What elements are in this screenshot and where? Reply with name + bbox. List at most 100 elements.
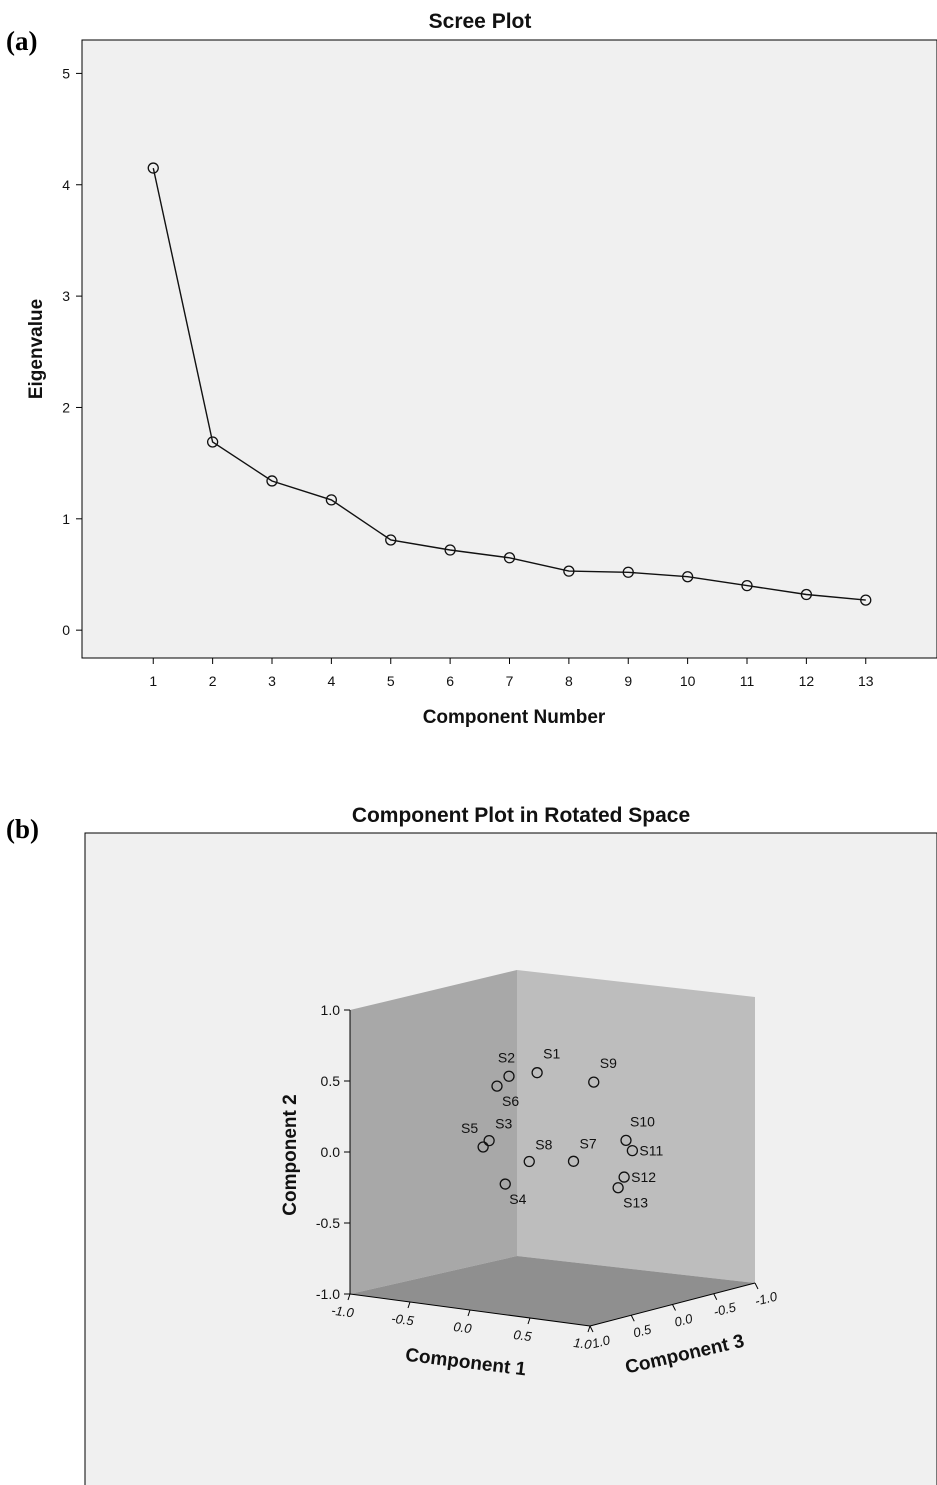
scree-point bbox=[266, 475, 278, 487]
component-1-tick bbox=[467, 1309, 471, 1317]
scree-x-tick-label: 6 bbox=[446, 673, 454, 689]
component-point bbox=[620, 1134, 632, 1146]
component-point-label: S6 bbox=[502, 1093, 519, 1109]
component-3-tick-label: 0.5 bbox=[632, 1321, 654, 1340]
component-point-label: S8 bbox=[535, 1137, 552, 1153]
component-point-label: S11 bbox=[639, 1143, 663, 1159]
scree-point bbox=[325, 494, 338, 506]
scree-y-tick-label: 1 bbox=[62, 511, 70, 527]
component-point bbox=[531, 1067, 543, 1079]
component-point bbox=[618, 1171, 630, 1183]
scree-x-axis-title: Component Number bbox=[423, 707, 606, 728]
scree-title: Scree Plot bbox=[429, 10, 532, 33]
component-1-tick-label: 0.0 bbox=[453, 1319, 474, 1336]
component-3-tick-label: 1.0 bbox=[590, 1332, 612, 1351]
component-1-tick bbox=[347, 1293, 351, 1301]
scree-x-tick-label: 9 bbox=[624, 673, 632, 689]
component-2-tick-label: -1.0 bbox=[316, 1286, 340, 1302]
component-1-tick-label: 1.0 bbox=[573, 1335, 594, 1352]
scree-y-tick-label: 3 bbox=[62, 288, 70, 304]
component-plot-title: Component Plot in Rotated Space bbox=[352, 804, 690, 827]
scree-y-tick-label: 4 bbox=[62, 177, 70, 193]
scree-point bbox=[681, 571, 694, 583]
scree-x-tick-label: 2 bbox=[209, 673, 217, 689]
scree-x-tick-label: 4 bbox=[327, 673, 335, 689]
component-2-axis: -1.0 -0.5 0.0 0.5 1.0 bbox=[316, 1002, 351, 1302]
component-3-tick bbox=[713, 1293, 718, 1300]
component-point-label: S1 bbox=[543, 1046, 560, 1062]
scree-x-tick-label: 7 bbox=[506, 673, 514, 689]
component-point-label: S13 bbox=[623, 1195, 648, 1211]
scree-point bbox=[800, 588, 813, 601]
component-2-tick-label: 0.5 bbox=[321, 1073, 341, 1089]
scree-point bbox=[741, 579, 753, 592]
scree-x-tick-label: 3 bbox=[268, 673, 276, 689]
component-point bbox=[503, 1070, 515, 1082]
scree-plot-area bbox=[81, 39, 937, 659]
scree-point bbox=[860, 594, 872, 606]
scree-y-axis: 0 1 2 3 4 5 bbox=[62, 65, 82, 638]
component-points: S1 S2 S3 S4 S5 S6 S7 S8 S9 S10 S11 S12 S13 bbox=[461, 1046, 663, 1211]
component-point bbox=[523, 1155, 535, 1168]
scree-point bbox=[206, 436, 219, 448]
scree-point bbox=[563, 565, 575, 577]
panel-label-b: (b) bbox=[6, 814, 39, 844]
component-1-tick-label: -1.0 bbox=[331, 1303, 356, 1321]
component-1-axis: -1.0 -0.5 0.0 0.5 1.0 bbox=[331, 1293, 594, 1352]
component-3-tick-label: -1.0 bbox=[753, 1288, 779, 1308]
cube-floor bbox=[350, 1256, 755, 1326]
component-2-tick-label: 0.0 bbox=[321, 1144, 341, 1160]
component-point bbox=[567, 1155, 580, 1167]
scree-x-tick-label: 8 bbox=[565, 673, 573, 689]
component-1-tick-label: 0.5 bbox=[513, 1327, 534, 1344]
component-2-tick-label: -0.5 bbox=[316, 1215, 340, 1231]
component-3-tick-label: -0.5 bbox=[712, 1299, 738, 1319]
component-3-axis: 1.0 0.5 0.0 -0.5 -1.0 bbox=[589, 1282, 779, 1351]
component-3-tick bbox=[630, 1315, 635, 1322]
cube-right-wall bbox=[517, 970, 755, 1283]
component-1-tick bbox=[587, 1325, 591, 1333]
scree-x-tick-label: 5 bbox=[387, 673, 395, 689]
component-point bbox=[612, 1182, 624, 1194]
panel-label-a: (a) bbox=[6, 26, 37, 56]
component-point-label: S10 bbox=[630, 1113, 655, 1129]
scree-point bbox=[503, 552, 516, 564]
component-2-axis-title: Component 2 bbox=[280, 1094, 301, 1215]
component-3-tick bbox=[672, 1304, 676, 1311]
component-plot: (b) Component Plot in Rotated Space -1.0… bbox=[6, 804, 937, 1485]
component-1-tick bbox=[407, 1301, 411, 1309]
component-point bbox=[588, 1076, 600, 1088]
component-3-tick bbox=[754, 1282, 759, 1290]
scree-point bbox=[147, 162, 159, 174]
scree-x-tick-label: 11 bbox=[740, 673, 755, 689]
component-point bbox=[626, 1144, 639, 1157]
component-point bbox=[483, 1134, 495, 1147]
scree-y-tick-label: 2 bbox=[62, 399, 70, 415]
scree-x-tick-label: 1 bbox=[149, 673, 157, 689]
scree-point bbox=[444, 544, 456, 556]
component-2-tick-label: 1.0 bbox=[321, 1002, 341, 1018]
scree-y-tick-label: 0 bbox=[62, 622, 70, 638]
cube-left-wall bbox=[350, 970, 517, 1294]
component-point-label: S9 bbox=[600, 1055, 617, 1071]
component-point-label: S12 bbox=[631, 1169, 656, 1185]
scree-point bbox=[622, 566, 634, 578]
component-3-tick-label: 0.0 bbox=[673, 1310, 695, 1329]
component-point-label: S2 bbox=[498, 1049, 515, 1065]
component-point bbox=[499, 1178, 511, 1190]
component-1-tick bbox=[527, 1317, 531, 1325]
component-1-tick-label: -0.5 bbox=[391, 1311, 416, 1329]
scree-x-tick-label: 13 bbox=[858, 673, 874, 689]
scree-y-tick-label: 5 bbox=[62, 65, 70, 81]
scree-point bbox=[385, 534, 397, 546]
component-point bbox=[491, 1080, 503, 1092]
component-point bbox=[477, 1141, 489, 1153]
component-3-tick bbox=[589, 1325, 594, 1333]
component-point-label: S3 bbox=[495, 1116, 512, 1132]
component-point-label: S5 bbox=[461, 1120, 478, 1136]
scree-points bbox=[147, 162, 872, 606]
scree-series-line bbox=[152, 167, 866, 601]
scree-x-tick-label: 12 bbox=[799, 673, 815, 689]
